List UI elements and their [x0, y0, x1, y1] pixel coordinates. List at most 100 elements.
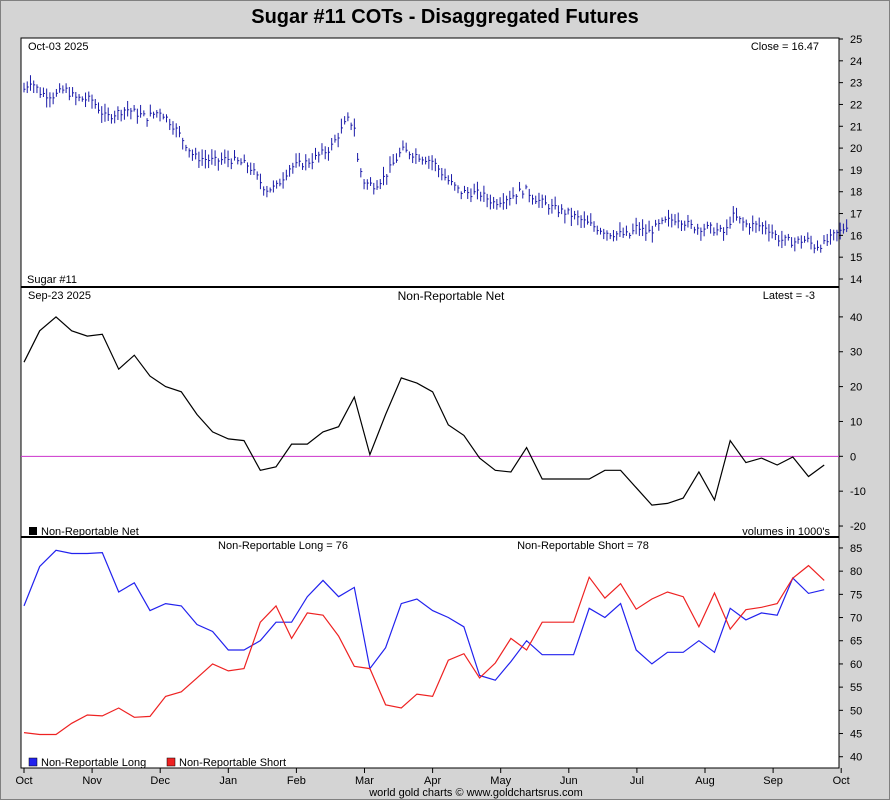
price-bar	[363, 179, 366, 190]
price-bar	[373, 182, 376, 195]
price-bar	[713, 227, 716, 236]
price-bar	[327, 147, 330, 161]
price-bar	[340, 118, 343, 134]
price-bar	[622, 227, 625, 238]
price-bar	[208, 154, 211, 169]
price-bar	[136, 108, 139, 124]
x-tick-label: Mar	[355, 775, 374, 787]
price-bar	[538, 192, 541, 208]
price-bar	[305, 154, 308, 171]
price-bar	[583, 211, 586, 228]
price-bar	[460, 191, 463, 200]
price-bar	[415, 148, 418, 164]
price-bar	[153, 111, 156, 119]
price-y-tick-label: 19	[850, 165, 862, 177]
price-bar	[826, 233, 829, 246]
price-bar	[211, 149, 214, 165]
price-bar	[454, 182, 457, 191]
price-bar	[742, 217, 745, 231]
price-bar	[580, 215, 583, 228]
price-bar	[761, 222, 764, 235]
price-bar	[781, 230, 784, 249]
long-legend-label: Non-Reportable Long	[41, 757, 146, 769]
price-bar	[334, 134, 337, 143]
net-latest-label: Latest = -3	[763, 290, 815, 302]
price-bar	[729, 216, 732, 229]
price-y-tick-label: 24	[850, 56, 862, 68]
price-bar	[531, 194, 534, 205]
price-bar	[625, 225, 628, 236]
price-bar	[489, 194, 492, 210]
price-y-tick-label: 14	[850, 274, 862, 286]
price-bar	[800, 235, 803, 249]
price-bar	[166, 114, 169, 123]
price-bar	[405, 142, 408, 153]
price-bar	[525, 184, 528, 190]
price-bar	[214, 150, 217, 166]
price-bar	[285, 169, 288, 181]
price-bar	[143, 110, 146, 117]
price-y-tick-label: 17	[850, 209, 862, 221]
price-bar	[512, 187, 515, 199]
price-bar	[451, 174, 454, 186]
price-bar	[162, 113, 165, 120]
price-bar	[528, 188, 531, 203]
price-bar	[807, 232, 810, 243]
price-bar	[399, 147, 402, 158]
price-bar	[486, 193, 489, 208]
price-bar	[431, 155, 434, 171]
footer-credit: world gold charts © www.goldchartsrus.co…	[368, 787, 583, 799]
price-bar	[276, 180, 279, 189]
price-bar	[557, 205, 560, 218]
price-bar	[114, 110, 117, 124]
price-bar	[768, 224, 771, 242]
price-bar	[476, 181, 479, 200]
price-bar	[496, 199, 499, 210]
price-bar	[240, 158, 243, 166]
price-bar	[467, 187, 470, 199]
price-bar	[441, 167, 444, 181]
price-bar	[593, 221, 596, 232]
price-date-label: Oct-03 2025	[28, 41, 89, 53]
price-bar	[544, 195, 547, 206]
price-bar	[386, 174, 389, 185]
price-bar	[570, 207, 573, 227]
price-bar	[308, 158, 311, 168]
price-bar	[664, 216, 667, 223]
price-bar	[217, 158, 220, 171]
price-bar	[23, 82, 26, 93]
price-panel	[20, 37, 840, 288]
x-axis: Oct Nov Dec Jan Feb Mar Apr May Jun Jul Aug Sep Oct	[15, 768, 850, 787]
price-bar	[606, 230, 609, 241]
price-bar	[603, 228, 606, 240]
price-bar	[72, 87, 75, 97]
price-bar	[59, 83, 62, 93]
price-bar	[292, 162, 295, 174]
x-tick-label: May	[490, 775, 511, 787]
price-bar	[395, 153, 398, 163]
price-bar	[833, 229, 836, 241]
price-bar	[739, 216, 742, 224]
price-bar	[794, 237, 797, 252]
ls-y-tick-label: 55	[850, 682, 862, 694]
price-bar	[829, 229, 832, 245]
price-y-tick-label: 22	[850, 99, 862, 111]
price-y-tick-label: 15	[850, 252, 862, 264]
price-bar	[648, 220, 651, 233]
price-bar	[383, 166, 386, 186]
price-bar	[204, 149, 207, 169]
price-bar	[279, 178, 282, 187]
price-bar	[243, 154, 246, 164]
chart-title: Sugar #11 COTs - Disaggregated Futures	[251, 6, 639, 28]
price-bar	[104, 103, 107, 122]
long-short-panel	[20, 536, 840, 769]
long-series-line	[23, 549, 825, 681]
price-bar	[117, 106, 120, 121]
price-bar	[156, 110, 159, 118]
price-bar	[693, 226, 696, 234]
price-bar	[748, 223, 751, 235]
long-legend-swatch	[28, 757, 38, 767]
price-bar	[195, 147, 198, 160]
price-bar	[159, 108, 162, 122]
price-bar	[418, 154, 421, 162]
